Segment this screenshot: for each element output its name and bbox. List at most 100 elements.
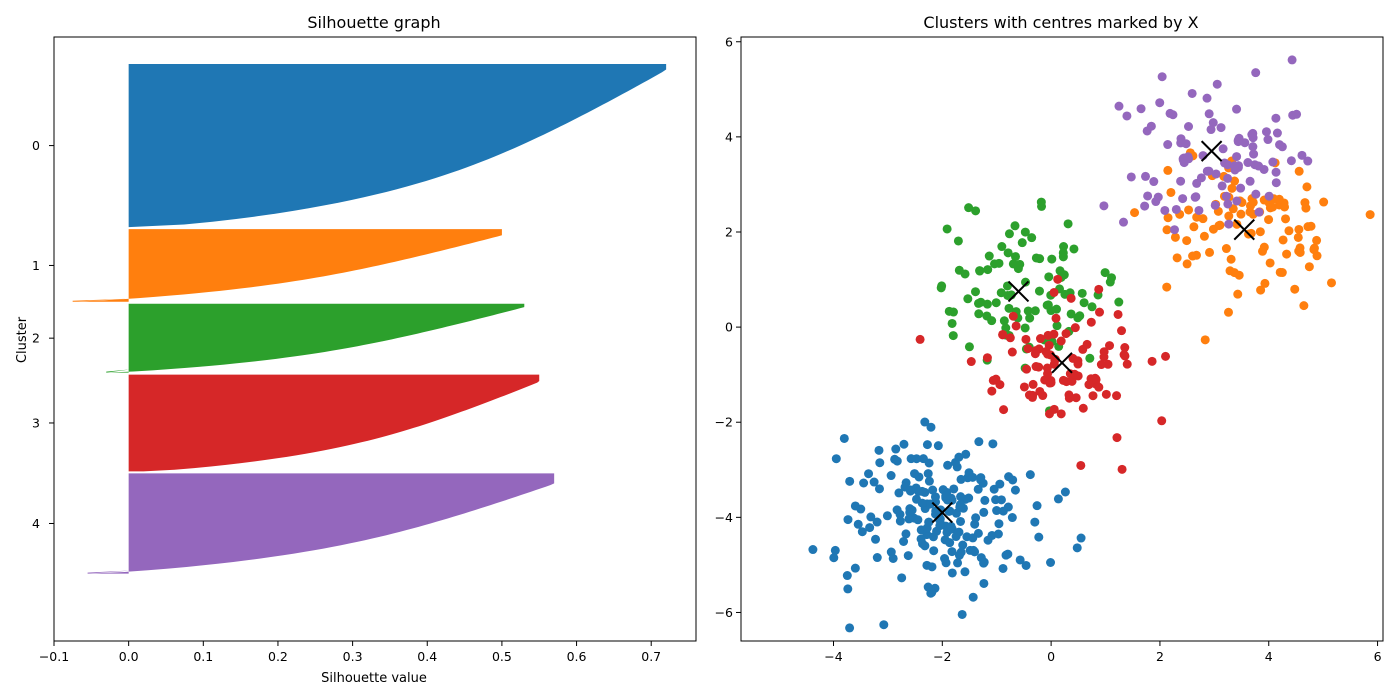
scatter-point-cluster-1 [1281, 214, 1291, 224]
scatter-point-cluster-2 [1034, 286, 1044, 296]
silhouette-bars [72, 64, 667, 574]
scatter-point-cluster-0 [892, 456, 902, 466]
scatter-point-cluster-1 [1130, 208, 1140, 218]
scatter-point-cluster-0 [857, 527, 867, 537]
scatter-point-cluster-2 [1055, 266, 1065, 276]
scatter-point-cluster-3 [1056, 409, 1066, 419]
y-tick-label: −6 [715, 605, 733, 620]
scatter-point-cluster-0 [924, 517, 934, 527]
scatter-point-cluster-2 [974, 309, 984, 319]
scatter-point-cluster-4 [1211, 169, 1221, 179]
scatter-point-cluster-1 [1304, 262, 1314, 272]
scatter-point-cluster-4 [1194, 205, 1204, 215]
scatter-point-cluster-0 [928, 532, 938, 542]
scatter-point-cluster-0 [865, 523, 875, 533]
scatter-point-cluster-3 [987, 386, 997, 396]
x-tick-label: 0.2 [268, 649, 288, 664]
scatter-point-cluster-4 [1292, 109, 1302, 119]
scatter-point-cluster-0 [872, 553, 882, 563]
scatter-point-cluster-1 [1233, 289, 1243, 299]
scatter-point-cluster-1 [1293, 232, 1303, 242]
scatter-point-cluster-1 [1303, 222, 1313, 232]
scatter-plot-frame [740, 36, 1384, 642]
scatter-point-cluster-0 [956, 474, 966, 484]
scatter-point-cluster-0 [1060, 487, 1070, 497]
scatter-point-cluster-1 [1215, 220, 1225, 230]
cluster-scatter-chart: Clusters with centres marked by X −4 −2 0 2… [715, 13, 1384, 664]
scatter-chart-title: Clusters with centres marked by X [923, 13, 1198, 32]
scatter-point-cluster-0 [968, 592, 978, 602]
scatter-point-cluster-0 [891, 444, 901, 454]
scatter-point-cluster-3 [1022, 364, 1032, 374]
scatter-point-cluster-3 [1088, 391, 1098, 401]
scatter-point-cluster-3 [1049, 287, 1059, 297]
scatter-point-cluster-2 [1036, 197, 1046, 207]
scatter-point-cluster-0 [998, 506, 1008, 516]
scatter-point-cluster-0 [968, 472, 978, 482]
scatter-point-cluster-1 [1255, 227, 1265, 237]
scatter-point-cluster-3 [1028, 379, 1038, 389]
scatter-point-cluster-4 [1277, 142, 1287, 152]
scatter-point-cluster-2 [1058, 248, 1068, 258]
scatter-x-ticks: −4 −2 0 2 4 6 [824, 641, 1382, 664]
scatter-point-cluster-1 [1248, 197, 1258, 207]
scatter-point-cluster-2 [948, 331, 958, 341]
scatter-point-cluster-2 [937, 281, 947, 291]
scatter-point-cluster-0 [886, 471, 896, 481]
scatter-point-cluster-4 [1297, 150, 1307, 160]
scatter-point-cluster-0 [988, 439, 998, 449]
scatter-point-cluster-0 [850, 563, 860, 573]
scatter-point-cluster-2 [953, 236, 963, 246]
scatter-point-cluster-0 [955, 500, 965, 510]
scatter-point-cluster-3 [1067, 376, 1077, 386]
scatter-point-cluster-2 [1023, 306, 1033, 316]
scatter-point-cluster-4 [1223, 173, 1233, 183]
scatter-point-cluster-0 [839, 433, 849, 443]
scatter-point-cluster-4 [1236, 183, 1246, 193]
scatter-point-cluster-0 [900, 482, 910, 492]
scatter-point-cluster-0 [941, 491, 951, 501]
x-tick-label: 0.5 [492, 649, 512, 664]
scatter-point-cluster-0 [957, 609, 967, 619]
scatter-point-cluster-3 [1105, 341, 1115, 351]
scatter-point-cluster-2 [1044, 272, 1054, 282]
scatter-point-cluster-3 [1035, 334, 1045, 344]
scatter-point-cluster-4 [1143, 191, 1153, 201]
scatter-point-cluster-3 [1008, 311, 1018, 321]
centre-x-marker-1 [1233, 218, 1255, 241]
scatter-point-cluster-3 [1043, 369, 1053, 379]
scatter-point-cluster-3 [1050, 355, 1060, 365]
scatter-point-cluster-0 [894, 488, 904, 498]
scatter-point-cluster-4 [1165, 108, 1175, 118]
scatter-point-cluster-2 [1010, 221, 1020, 231]
scatter-point-cluster-0 [859, 478, 869, 488]
scatter-point-cluster-0 [960, 567, 970, 577]
scatter-point-cluster-4 [1122, 111, 1132, 121]
scatter-point-cluster-2 [975, 266, 985, 276]
scatter-point-cluster-1 [1260, 278, 1270, 288]
scatter-point-cluster-3 [1117, 326, 1127, 336]
scatter-point-cluster-1 [1284, 226, 1294, 236]
scatter-point-cluster-2 [987, 316, 997, 326]
scatter-point-cluster-1 [1312, 235, 1322, 245]
scatter-point-cluster-3 [1122, 359, 1132, 369]
x-tick-label: −4 [824, 649, 842, 664]
scatter-points [808, 55, 1375, 633]
scatter-point-cluster-0 [1072, 543, 1082, 553]
scatter-point-cluster-4 [1208, 118, 1218, 128]
scatter-point-cluster-1 [1299, 301, 1309, 311]
scatter-point-cluster-3 [988, 375, 998, 385]
scatter-point-cluster-4 [1202, 93, 1212, 103]
scatter-point-cluster-1 [1182, 259, 1192, 269]
scatter-point-cluster-0 [843, 584, 853, 594]
scatter-point-cluster-0 [843, 515, 853, 525]
scatter-point-cluster-0 [953, 558, 963, 568]
scatter-point-cluster-2 [971, 206, 981, 216]
scatter-point-cluster-2 [1047, 254, 1057, 264]
scatter-point-cluster-4 [1251, 68, 1261, 78]
scatter-point-cluster-4 [1224, 219, 1234, 229]
scatter-point-cluster-2 [1079, 298, 1089, 308]
scatter-point-cluster-0 [831, 454, 841, 464]
scatter-point-cluster-4 [1218, 144, 1228, 154]
